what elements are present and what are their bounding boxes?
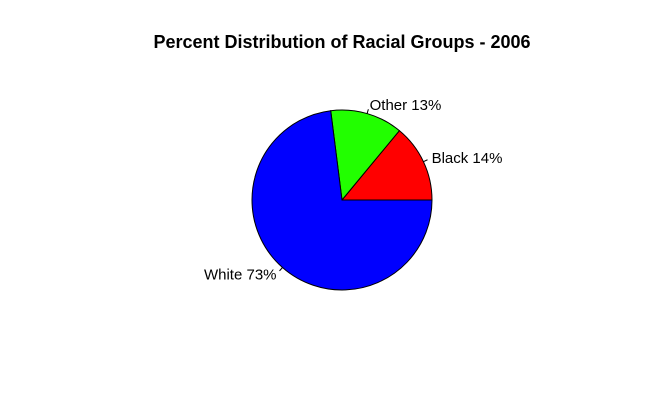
pie-labels: Black 14% Other 13% White 73%: [204, 97, 502, 283]
leader-line-white: [279, 267, 283, 272]
pie-label-black: Black 14%: [432, 150, 503, 167]
pie-slice-other: [330, 109, 401, 202]
pie-label-white: White 73%: [204, 266, 277, 283]
pie-slice-black: [340, 129, 433, 201]
pie-slices: [251, 109, 433, 291]
leader-line-other: [366, 109, 369, 114]
pie-slice-white: [251, 110, 433, 291]
chart-title: Percent Distribution of Racial Groups - …: [153, 32, 530, 52]
leader-line-black: [423, 159, 428, 163]
pie-label-other: Other 13%: [370, 97, 442, 114]
